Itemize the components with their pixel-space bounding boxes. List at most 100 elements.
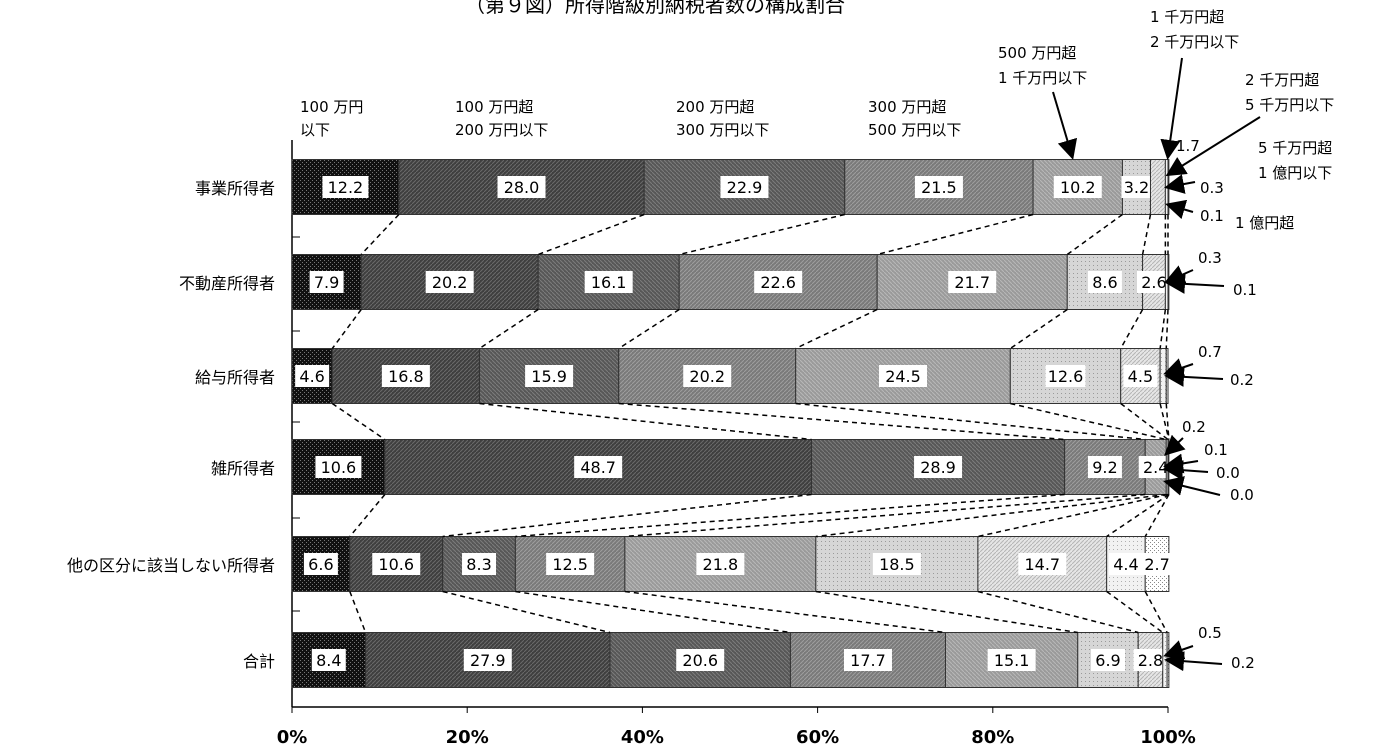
connector-line [977,590,1139,634]
connector-line [515,590,791,634]
data-label: 21.5 [921,178,957,197]
data-label-box [987,649,1036,671]
data-label-box [322,176,369,198]
external-data-label: 0.2 [1231,654,1255,672]
legend-label-100-under: 100 万円 [300,98,363,116]
legend-label-5000-10000: 5 千万円超 [1258,139,1332,157]
data-label: 4.6 [299,367,324,386]
bar-segment [1032,159,1123,215]
connector-line [1106,590,1164,634]
data-label-box [1053,176,1102,198]
data-label-box [843,649,892,671]
data-label: 8.3 [466,555,491,574]
data-label: 3.2 [1124,178,1149,197]
external-data-label: 0.0 [1230,486,1254,504]
external-data-label: 0.2 [1182,418,1206,436]
data-label-box [303,553,338,575]
data-label: 8.4 [316,651,341,670]
x-tick-label: 20% [446,727,489,748]
data-label: 20.2 [432,273,468,292]
data-label-box [676,649,725,671]
data-label: 28.0 [504,178,540,197]
data-label: 17.7 [850,651,886,670]
data-label: 28.9 [920,458,956,477]
data-label-box [696,553,745,575]
bar-segment [1159,348,1167,404]
data-label: 15.9 [531,367,567,386]
data-label: 2.6 [1141,273,1166,292]
data-label: 27.9 [470,651,506,670]
data-label: 12.6 [1048,367,1084,386]
connector-line [537,213,645,256]
data-label: 4.5 [1128,367,1153,386]
data-label: 6.9 [1095,651,1120,670]
data-label-box [309,271,344,293]
bar-segment [1162,632,1168,688]
data-label: 6.6 [308,555,333,574]
data-label-box [1018,553,1067,575]
data-label: 10.6 [321,458,357,477]
legend-label-500-1000: 1 千万円以下 [998,69,1087,87]
data-label: 24.5 [885,367,921,386]
annotation-arrow [1164,366,1224,387]
data-label: 2.7 [1144,555,1169,574]
data-label: 4.4 [1113,555,1138,574]
data-label: 9.2 [1092,458,1117,477]
data-label: 8.6 [1092,273,1117,292]
connector-line [795,308,878,350]
external-data-label: 0.0 [1216,464,1240,482]
annotation-arrow [1164,434,1186,456]
bar-segment [537,254,680,310]
legend-label-100-200: 200 万円以下 [455,121,548,139]
data-label-box [720,176,769,198]
data-label-box [1045,365,1086,387]
external-data-label: 0.1 [1200,207,1224,225]
connector-line [1144,494,1170,537]
legend-label-1000-2000: 1 千万円超 [1150,8,1224,26]
external-data-label: 0.2 [1230,371,1254,389]
data-label-box [1123,365,1158,387]
external-data-label: 0.7 [1198,343,1222,361]
connector-line [624,590,946,634]
data-label: 12.5 [552,555,588,574]
data-label: 22.9 [727,178,763,197]
external-data-label: 0.3 [1200,179,1224,197]
data-label-box [295,365,330,387]
data-label-box [1087,271,1122,293]
data-label-box [546,553,595,575]
external-data-label: 0.3 [1198,249,1222,267]
annotation-arrow [1164,651,1223,672]
x-tick-label: 80% [971,727,1014,748]
data-label-box [1087,456,1122,478]
y-category-label: 事業所得者 [195,179,275,198]
legend-label-100-under: 以下 [300,121,330,139]
y-category-label: 不動産所得者 [179,274,275,293]
data-label-box [914,176,963,198]
data-label: 21.7 [954,273,990,292]
connector-line [618,308,680,350]
x-tick-label: 60% [796,727,839,748]
bar-segment [291,632,367,688]
legend-arrow [1160,57,1183,160]
annotation-arrow [1163,476,1221,496]
legend-arrow [1052,91,1078,160]
data-label-box [1133,649,1168,671]
annotation-arrow [1163,640,1194,660]
connector-line [1159,403,1170,440]
connector-line [1159,309,1167,349]
data-label: 7.9 [314,273,339,292]
connector-line [1120,402,1169,441]
connector-line [479,308,539,350]
data-label: 16.8 [388,367,424,386]
connector-line [1141,214,1152,255]
bar-segment [1167,254,1170,310]
data-label-box [872,553,921,575]
data-label: 48.7 [580,458,616,477]
data-label: 20.2 [689,367,725,386]
connector-line [1165,403,1170,440]
data-label: 21.8 [703,555,739,574]
data-label-box [381,365,430,387]
legend-label-300-500: 500 万円以下 [868,121,961,139]
legend-arrow [1165,116,1261,177]
